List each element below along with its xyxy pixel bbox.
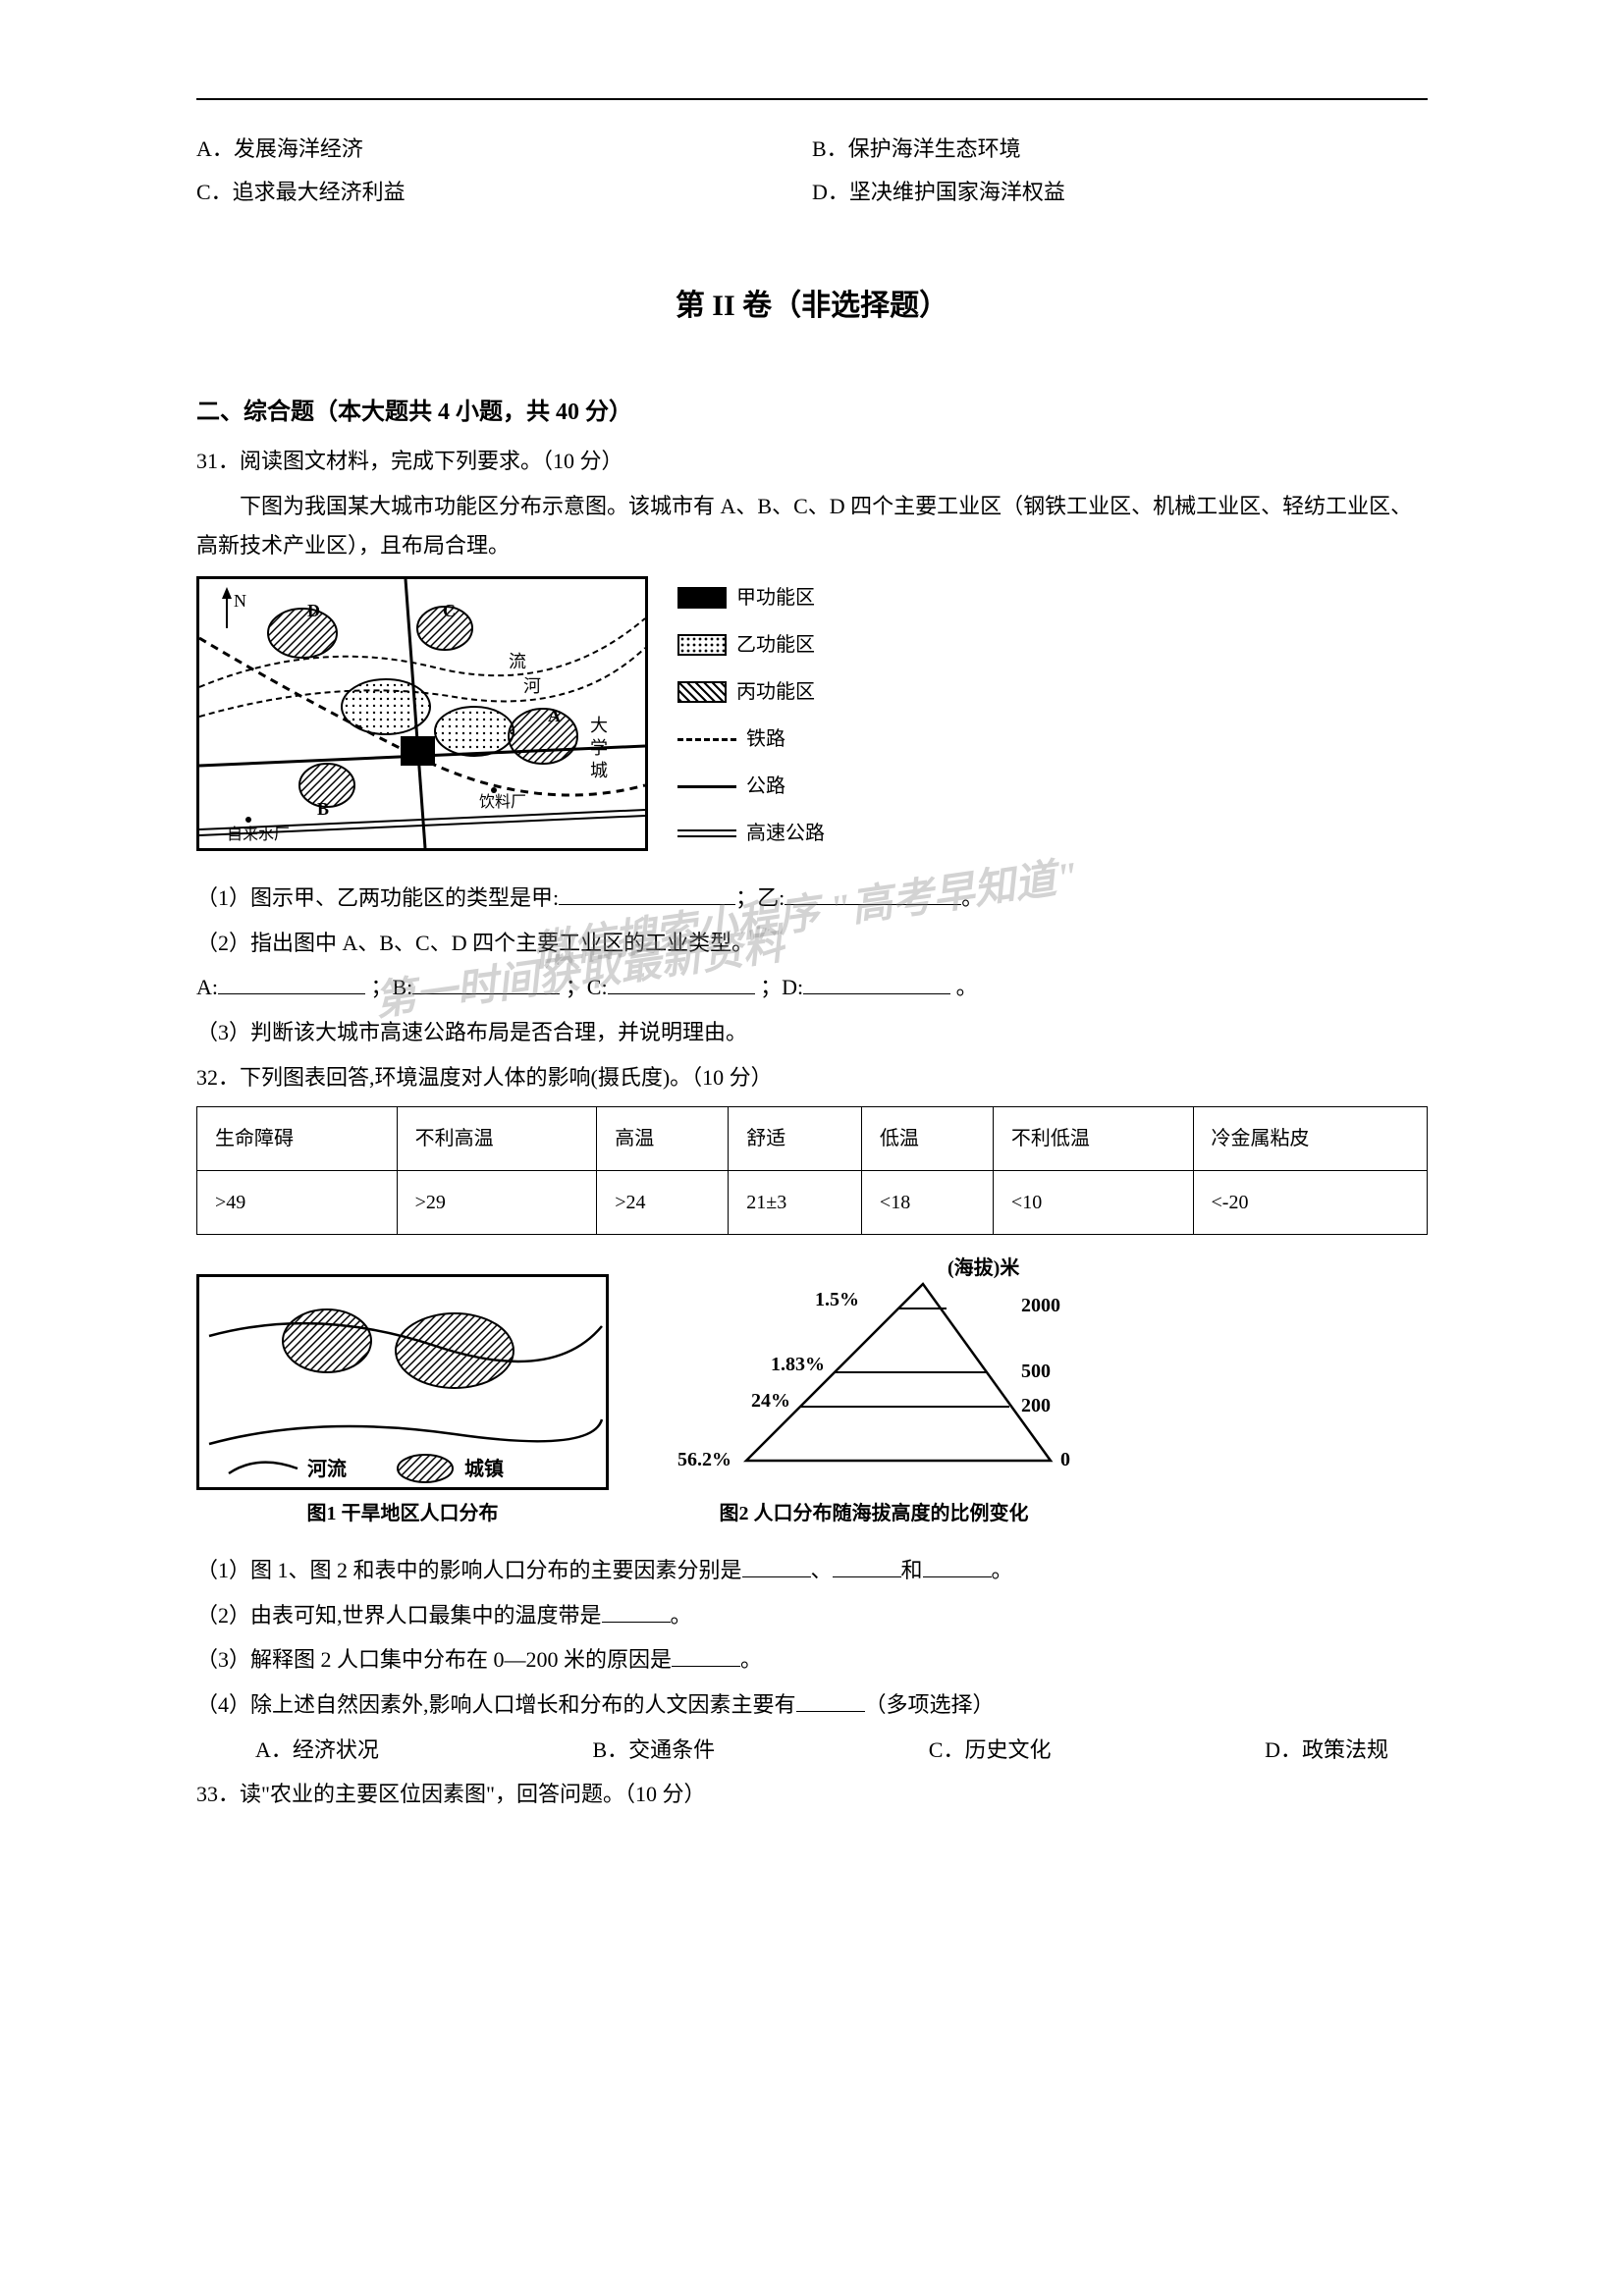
table-row: >49 >29 >24 21±3 <18 <10 <-20 — [197, 1171, 1428, 1235]
legend-c: 丙功能区 — [677, 670, 825, 714]
q32-opt-B: B．交通条件 — [593, 1731, 716, 1770]
q32-opt-C: C．历史文化 — [929, 1731, 1052, 1770]
svg-text:流: 流 — [509, 652, 526, 671]
q32-sub1: （1）图 1、图 2 和表中的影响人口分布的主要因素分别是、和。 — [196, 1551, 1428, 1590]
q32-figures: 河流 城镇 图1 干旱地区人口分布 (海拔)米 1.5% 2000 1.83% … — [196, 1255, 1428, 1531]
svg-text:500: 500 — [1021, 1361, 1051, 1382]
svg-text:2000: 2000 — [1021, 1295, 1060, 1316]
section-2-title: 第 II 卷（非选择题） — [196, 280, 1428, 333]
q32-opt-D: D．政策法规 — [1265, 1731, 1388, 1770]
svg-text:24%: 24% — [751, 1390, 790, 1412]
q31-legend: 甲功能区 乙功能区 丙功能区 铁路 公路 高速公路 — [677, 576, 825, 859]
svg-text:(海拔)米: (海拔)米 — [947, 1255, 1020, 1279]
svg-text:学: 学 — [590, 738, 608, 758]
q31-sub3: （3）判断该大城市高速公路布局是否合理，并说明理由。 — [196, 1013, 1428, 1052]
q32-opt-A: A．经济状况 — [255, 1731, 379, 1770]
q32-sub3: （3）解释图 2 人口集中分布在 0—200 米的原因是。 — [196, 1640, 1428, 1680]
svg-text:56.2%: 56.2% — [677, 1449, 731, 1470]
svg-text:河: 河 — [523, 676, 541, 696]
q31-diagram: N — [196, 576, 1428, 859]
legend-rail: 铁路 — [677, 718, 825, 761]
fig2-caption: 图2 人口分布随海拔高度的比例变化 — [648, 1496, 1100, 1531]
svg-text:自来水厂: 自来水厂 — [227, 826, 290, 843]
option-B: B．保护海洋生态环境 — [812, 130, 1428, 169]
q31-sub1: （1）图示甲、乙两功能区的类型是甲:；乙:。 — [196, 879, 1428, 918]
svg-text:200: 200 — [1021, 1395, 1051, 1416]
svg-text:河流: 河流 — [307, 1457, 347, 1480]
q33-header: 33．读"农业的主要区位因素图"，回答问题。（10 分） — [196, 1775, 1428, 1814]
option-A: A．发展海洋经济 — [196, 130, 812, 169]
legend-highway: 高速公路 — [677, 812, 825, 855]
top-options-row1: A．发展海洋经济 B．保护海洋生态环境 — [196, 130, 1428, 169]
legend-b: 乙功能区 — [677, 623, 825, 667]
table-row: 生命障碍 不利高温 高温 舒适 低温 不利低温 冷金属粘皮 — [197, 1107, 1428, 1171]
q32-table: 生命障碍 不利高温 高温 舒适 低温 不利低温 冷金属粘皮 >49 >29 >2… — [196, 1106, 1428, 1235]
svg-text:城镇: 城镇 — [464, 1457, 504, 1480]
q31-map: N — [196, 576, 648, 851]
svg-text:A: A — [548, 706, 561, 725]
svg-text:D: D — [307, 601, 320, 620]
svg-text:C: C — [443, 601, 456, 620]
svg-text:0: 0 — [1060, 1449, 1070, 1470]
q31-sub2-blanks: A: ；B: ；C: ；D: 。 — [196, 968, 1428, 1007]
subsection-title: 二、综合题（本大题共 4 小题，共 40 分） — [196, 392, 1428, 434]
map-north-label: N — [234, 591, 246, 611]
top-options-row2: C．追求最大经济利益 D．坚决维护国家海洋权益 — [196, 173, 1428, 212]
q32-header: 32．下列图表回答,环境温度对人体的影响(摄氏度)。（10 分） — [196, 1058, 1428, 1097]
q32-sub2: （2）由表可知,世界人口最集中的温度带是。 — [196, 1596, 1428, 1635]
fig1-caption: 图1 干旱地区人口分布 — [196, 1496, 609, 1531]
option-C: C．追求最大经济利益 — [196, 173, 812, 212]
svg-text:B: B — [317, 799, 329, 819]
svg-text:1.83%: 1.83% — [771, 1354, 825, 1375]
q31-sub2: （2）指出图中 A、B、C、D 四个主要工业区的工业类型。 — [196, 924, 1428, 963]
q32-options: A．经济状况 B．交通条件 C．历史文化 D．政策法规 — [196, 1731, 1428, 1770]
svg-text:饮料厂: 饮料厂 — [479, 793, 526, 811]
q31-intro: 下图为我国某大城市功能区分布示意图。该城市有 A、B、C、D 四个主要工业区（钢… — [196, 487, 1428, 564]
svg-text:城: 城 — [590, 761, 608, 780]
legend-road: 公路 — [677, 765, 825, 808]
svg-text:大: 大 — [590, 716, 608, 735]
fig1: 河流 城镇 图1 干旱地区人口分布 — [196, 1274, 609, 1531]
fig2: (海拔)米 1.5% 2000 1.83% 500 24% 200 56.2% … — [648, 1255, 1100, 1531]
option-D: D．坚决维护国家海洋权益 — [812, 173, 1428, 212]
legend-a: 甲功能区 — [677, 576, 825, 619]
q31-header: 31．阅读图文材料，完成下列要求。（10 分） — [196, 442, 1428, 481]
q32-sub4: （4）除上述自然因素外,影响人口增长和分布的人文因素主要有（多项选择） — [196, 1685, 1428, 1725]
page-top-rule — [196, 98, 1428, 100]
svg-text:1.5%: 1.5% — [815, 1289, 859, 1310]
